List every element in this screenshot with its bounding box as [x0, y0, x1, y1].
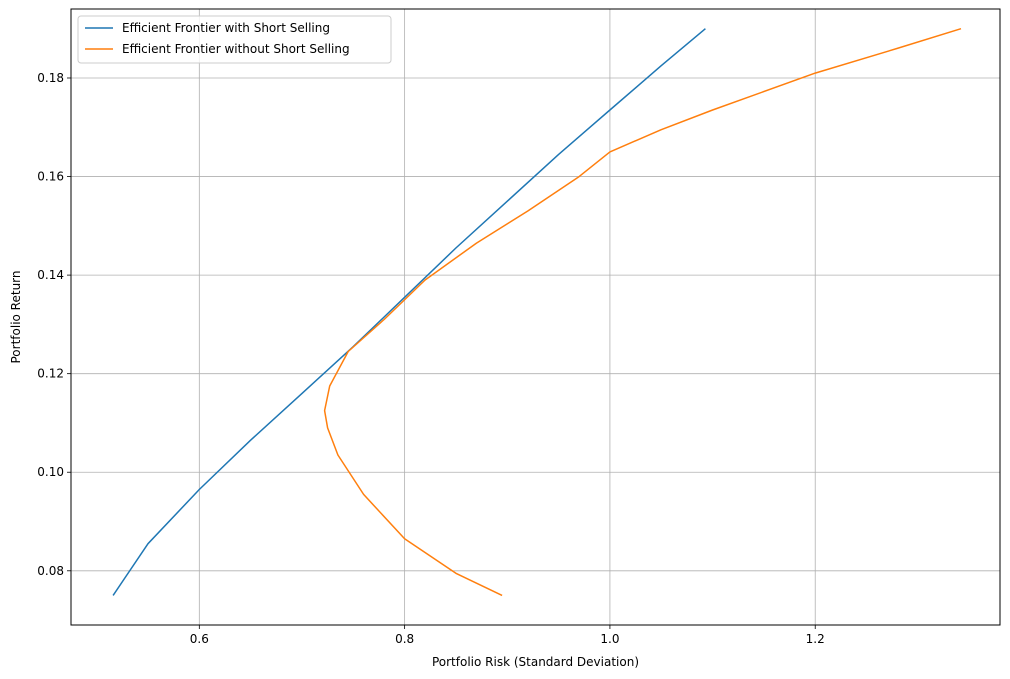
- x-axis-ticks: 0.6 0.8 1.0 1.2: [190, 625, 825, 646]
- series-line-1: [112, 28, 706, 596]
- series-lines: [112, 27, 962, 597]
- x-tick-label: 1.0: [600, 632, 619, 646]
- legend: Efficient Frontier with Short Selling Eff…: [77, 15, 392, 64]
- y-tick-label: 0.10: [37, 465, 64, 479]
- grid-lines: [71, 9, 1000, 625]
- legend-label-1: Efficient Frontier with Short Selling: [122, 21, 330, 35]
- y-tick-label: 0.12: [37, 367, 64, 381]
- y-axis-ticks: 0.08 0.10 0.12 0.14 0.16 0.18: [37, 71, 71, 578]
- y-axis-label: Portfolio Return: [9, 271, 23, 364]
- series-line-2: [323, 27, 962, 597]
- y-tick-label: 0.16: [37, 170, 64, 184]
- x-tick-label: 0.6: [190, 632, 209, 646]
- legend-label-2: Efficient Frontier without Short Selling: [122, 42, 350, 56]
- x-axis-label: Portfolio Risk (Standard Deviation): [432, 655, 639, 669]
- plot-frame: [70, 8, 1001, 626]
- x-tick-label: 0.8: [395, 632, 414, 646]
- legend-box: [77, 15, 392, 64]
- y-tick-label: 0.08: [37, 564, 64, 578]
- y-tick-label: 0.14: [37, 268, 64, 282]
- y-tick-label: 0.18: [37, 71, 64, 85]
- x-tick-label: 1.2: [806, 632, 825, 646]
